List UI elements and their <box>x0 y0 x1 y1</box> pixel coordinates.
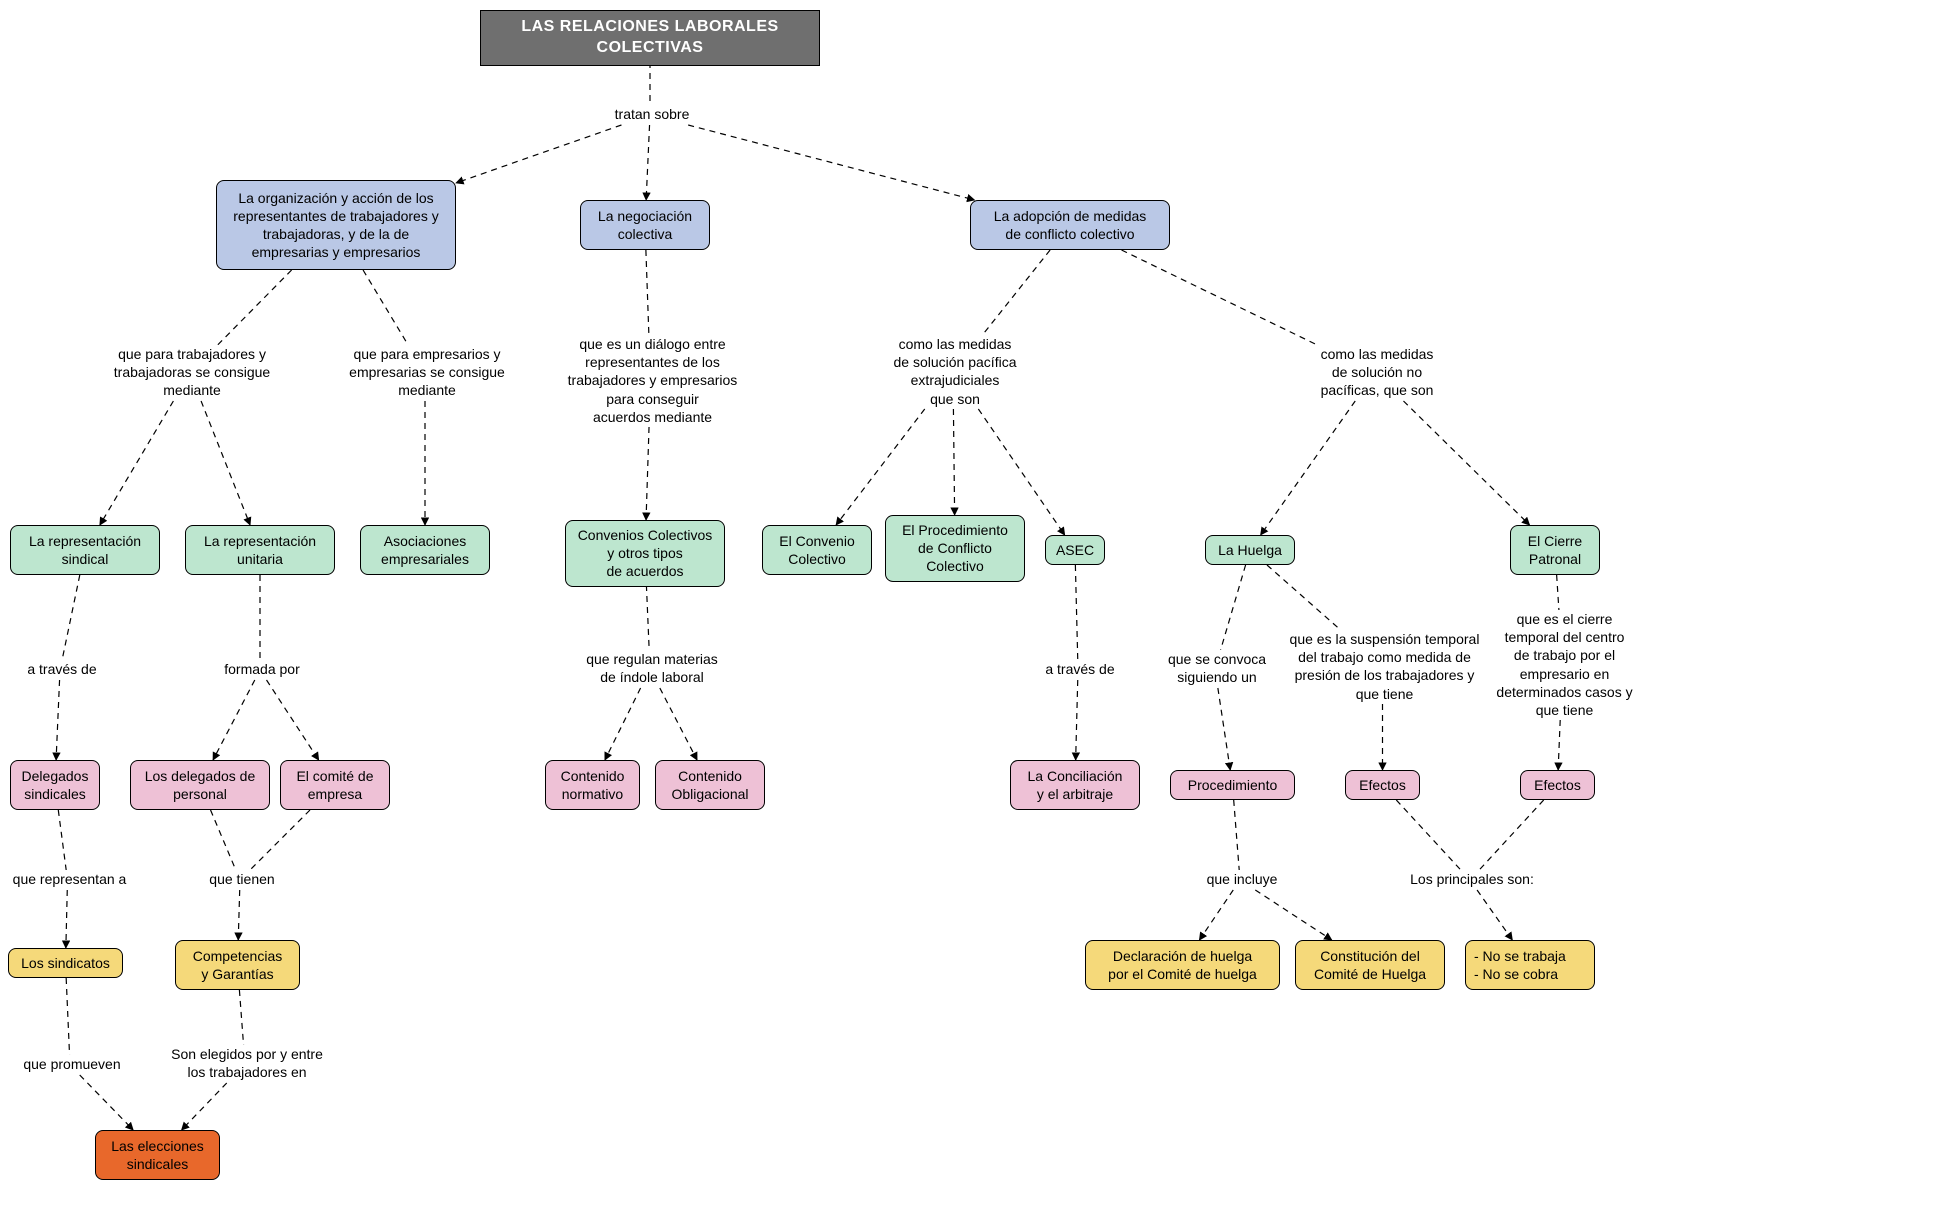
edge-label-el_cierre: que es el cierretemporal del centrode tr… <box>1480 610 1649 719</box>
node-elecciones: Las eleccionessindicales <box>95 1130 220 1180</box>
node-cierre: El CierrePatronal <box>1510 525 1600 575</box>
edge-label-el_formada: formada por <box>210 660 314 678</box>
edge-label-el_elegidos: Son elegidos por y entrelos trabajadores… <box>155 1045 339 1081</box>
edge <box>250 810 310 870</box>
edge <box>1199 890 1233 940</box>
edge-label-el_a_traves: a través de <box>15 660 109 678</box>
edge <box>56 680 59 760</box>
edge-label-el_convoca: que se convocasiguiendo un <box>1150 650 1284 686</box>
edge <box>646 585 649 650</box>
node-efectos_h: Efectos <box>1345 770 1420 800</box>
edge <box>211 810 236 870</box>
edge <box>646 427 649 520</box>
edge <box>456 125 621 183</box>
node-efectos_list: - No se trabaja- No se cobra <box>1465 940 1595 990</box>
edge <box>62 575 80 660</box>
edge <box>646 250 649 335</box>
edge-label-el_pacif: como las medidasde solución pacíficaextr… <box>878 335 1032 408</box>
node-deleg_pers: Los delegados depersonal <box>130 760 270 810</box>
node-rep_unit: La representaciónunitaria <box>185 525 335 575</box>
edge <box>238 890 239 940</box>
edge-label-el_tienen: que tienen <box>200 870 284 888</box>
edge <box>267 680 319 760</box>
node-cont_norm: Contenidonormativo <box>545 760 640 810</box>
node-procedimiento: Procedimiento <box>1170 770 1295 800</box>
edge <box>1234 800 1240 870</box>
edge <box>201 401 250 525</box>
node-conf: La adopción de medidasde conflicto colec… <box>970 200 1170 250</box>
edge <box>218 270 292 345</box>
edge <box>1075 565 1077 660</box>
edge <box>1221 565 1246 650</box>
edge <box>213 680 255 760</box>
node-sindicatos: Los sindicatos <box>8 948 123 978</box>
node-convenio_col: El ConvenioColectivo <box>762 525 872 575</box>
edge-label-el_dialog: que es un diálogo entrerepresentantes de… <box>553 335 752 426</box>
edge <box>1479 800 1543 870</box>
edge-label-el_representan: que representan a <box>0 870 139 888</box>
edge <box>1076 680 1078 760</box>
edge-label-el_no_pacif: como las medidasde solución nopacíficas,… <box>1300 345 1454 400</box>
edge-label-el_promueven: que promueven <box>10 1055 134 1073</box>
edge <box>836 409 925 525</box>
node-competencias: Competenciasy Garantías <box>175 940 300 990</box>
node-neg: La negociacióncolectiva <box>580 200 710 250</box>
edge-label-el_emp_cons: que para empresarios yempresarias se con… <box>330 345 524 400</box>
edge <box>1255 890 1331 940</box>
node-proc_conf: El Procedimientode ConflictoColectivo <box>885 515 1025 582</box>
node-asoc_emp: Asociacionesempresariales <box>360 525 490 575</box>
edge <box>1557 575 1559 610</box>
edge-label-el_trab_cons: que para trabajadores ytrabajadoras se c… <box>95 345 289 400</box>
node-decl_huelga: Declaración de huelgapor el Comité de hu… <box>1085 940 1280 990</box>
node-conv_col: Convenios Colectivosy otros tiposde acue… <box>565 520 725 587</box>
edge <box>1396 800 1460 870</box>
edge-label-el_tratan: tratan sobre <box>605 105 699 123</box>
node-comite_emp: El comité deempresa <box>280 760 390 810</box>
edge <box>982 250 1050 335</box>
edge <box>660 688 697 760</box>
edge <box>646 125 649 200</box>
edge <box>1267 565 1341 630</box>
edge-label-el_principales: Los principales son: <box>1395 870 1549 888</box>
edge <box>239 990 243 1045</box>
edge <box>1261 401 1356 535</box>
node-conc_arb: La Conciliacióny el arbitraje <box>1010 760 1140 810</box>
edge-label-el_a_traves2: a través de <box>1033 660 1127 678</box>
node-rep_sind: La representaciónsindical <box>10 525 160 575</box>
edge <box>66 890 67 948</box>
node-cont_obl: ContenidoObligacional <box>655 760 765 810</box>
edge <box>182 1083 227 1130</box>
edge <box>58 810 66 870</box>
edge <box>100 401 174 525</box>
node-org: La organización y acción de losrepresent… <box>216 180 456 270</box>
edge-label-el_incluye: que incluye <box>1190 870 1294 888</box>
node-asec: ASEC <box>1045 535 1105 565</box>
node-deleg_sind: Delegadossindicales <box>10 760 100 810</box>
edge <box>1122 250 1318 345</box>
edge <box>953 409 954 515</box>
edge <box>66 978 69 1055</box>
edge <box>605 688 641 760</box>
node-efectos_c: Efectos <box>1520 770 1595 800</box>
edge <box>1477 890 1512 940</box>
edge <box>1558 720 1560 770</box>
edge-label-el_regulan: que regulan materiasde índole laboral <box>570 650 734 686</box>
edge <box>1403 401 1529 525</box>
edge <box>1218 688 1230 770</box>
node-const_comite: Constitución delComité de Huelga <box>1295 940 1445 990</box>
node-title: LAS RELACIONES LABORALES COLECTIVAS <box>480 10 820 66</box>
edge <box>80 1075 133 1130</box>
edge-label-el_susp: que es la suspensión temporaldel trabajo… <box>1270 630 1499 703</box>
edge <box>363 270 408 345</box>
edge <box>688 125 974 200</box>
node-huelga: La Huelga <box>1205 535 1295 565</box>
